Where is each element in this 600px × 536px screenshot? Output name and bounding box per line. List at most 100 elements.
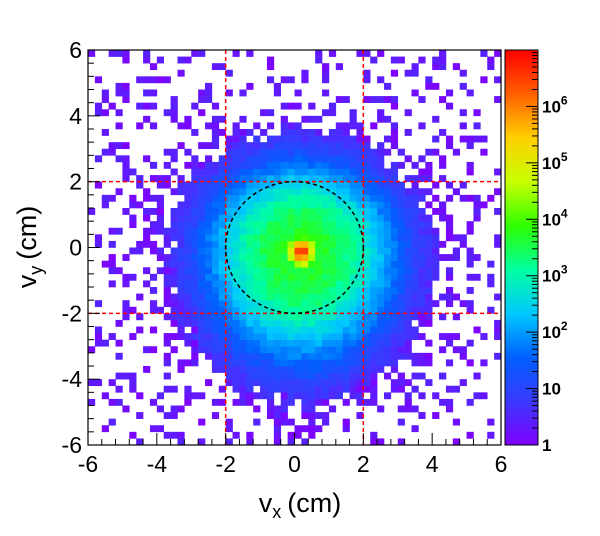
histogram-bin (246, 148, 254, 156)
histogram-bin (266, 306, 275, 314)
histogram-bin (370, 227, 378, 235)
histogram-bin (260, 346, 268, 354)
histogram-bin (170, 333, 178, 340)
histogram-bin (294, 188, 302, 196)
histogram-bin (377, 267, 385, 275)
histogram-bin (115, 82, 123, 90)
histogram-bin (397, 379, 405, 387)
histogram-bin (349, 392, 357, 400)
histogram-bin (232, 227, 240, 235)
histogram-bin (266, 234, 275, 242)
histogram-bin (280, 346, 288, 354)
histogram-bin (94, 102, 103, 110)
histogram-bin (294, 366, 302, 373)
histogram-bin (377, 240, 385, 248)
histogram-bin (108, 142, 116, 150)
histogram-bin (315, 181, 323, 189)
histogram-bin (225, 306, 233, 314)
histogram-bin (266, 214, 275, 222)
histogram-bin (170, 234, 178, 242)
histogram-bin (466, 247, 474, 255)
histogram-bin (445, 89, 454, 97)
histogram-bin (170, 300, 178, 308)
histogram-bin (418, 352, 426, 360)
histogram-bin (198, 142, 206, 150)
x-tick-label: -6 (78, 451, 98, 477)
histogram-bin (445, 214, 454, 222)
histogram-bin (273, 227, 282, 235)
histogram-bin (383, 82, 392, 90)
histogram-bin (287, 194, 295, 202)
histogram-bin (315, 359, 323, 367)
histogram-bin (425, 148, 433, 156)
histogram-bin (356, 208, 364, 215)
histogram-bin (198, 188, 206, 196)
histogram-bin (466, 339, 474, 347)
histogram-bin (266, 161, 275, 169)
histogram-bin (363, 366, 371, 373)
histogram-bin (273, 313, 282, 321)
histogram-bin (170, 346, 178, 354)
histogram-bin (170, 208, 178, 215)
histogram-bin (370, 280, 378, 288)
histogram-bin (287, 267, 295, 275)
histogram-bin (322, 76, 330, 84)
histogram-bin (232, 201, 240, 209)
histogram-bin (122, 372, 130, 380)
histogram-bin (452, 418, 460, 426)
histogram-bin (205, 319, 213, 327)
histogram-bin (294, 122, 302, 130)
histogram-bin (184, 115, 192, 123)
histogram-bin (253, 267, 261, 275)
histogram-bin (487, 260, 495, 268)
histogram-bin (294, 359, 302, 367)
histogram-bin (115, 142, 123, 150)
histogram-bin (218, 161, 226, 169)
histogram-bin (342, 300, 350, 308)
histogram-bin (246, 82, 254, 90)
histogram-bin (301, 76, 309, 84)
histogram-bin (335, 300, 343, 308)
histogram-bin (191, 306, 199, 314)
histogram-bin (225, 240, 233, 248)
histogram-bin (225, 208, 233, 215)
histogram-bin (466, 273, 474, 281)
histogram-bin (308, 194, 316, 202)
histogram-bin (205, 155, 213, 163)
histogram-bin (273, 385, 282, 393)
histogram-bin (452, 247, 460, 255)
y-tick-label: -2 (62, 300, 82, 326)
histogram-bin (253, 221, 261, 229)
histogram-bin (452, 438, 460, 445)
histogram-bin (156, 208, 165, 215)
histogram-bin (273, 254, 282, 261)
histogram-bin (377, 313, 385, 321)
histogram-bin (232, 50, 240, 57)
histogram-bin (308, 392, 316, 400)
histogram-bin (246, 438, 254, 445)
histogram-bin (459, 122, 467, 130)
histogram-bin (342, 155, 350, 163)
histogram-bin (466, 89, 474, 97)
histogram-bin (363, 168, 371, 176)
histogram-bin (404, 221, 412, 229)
histogram-bin (225, 372, 233, 380)
histogram-bin (349, 333, 357, 340)
histogram-bin (308, 431, 316, 439)
histogram-bin (383, 181, 392, 189)
x-axis-label: vx (cm) (259, 488, 341, 522)
histogram-bin (342, 293, 350, 301)
histogram-bin (315, 287, 323, 294)
histogram-bin (425, 214, 433, 222)
histogram-bin (246, 188, 254, 196)
histogram-bin (294, 102, 302, 110)
histogram-bin (301, 319, 309, 327)
histogram-bin (322, 221, 330, 229)
histogram-bin (439, 240, 447, 248)
histogram-bin (156, 392, 165, 400)
y-tick-label: 4 (69, 103, 82, 129)
histogram-bin (266, 293, 275, 301)
histogram-bin (218, 188, 226, 196)
histogram-bin (349, 240, 357, 248)
histogram-bin (452, 188, 460, 196)
